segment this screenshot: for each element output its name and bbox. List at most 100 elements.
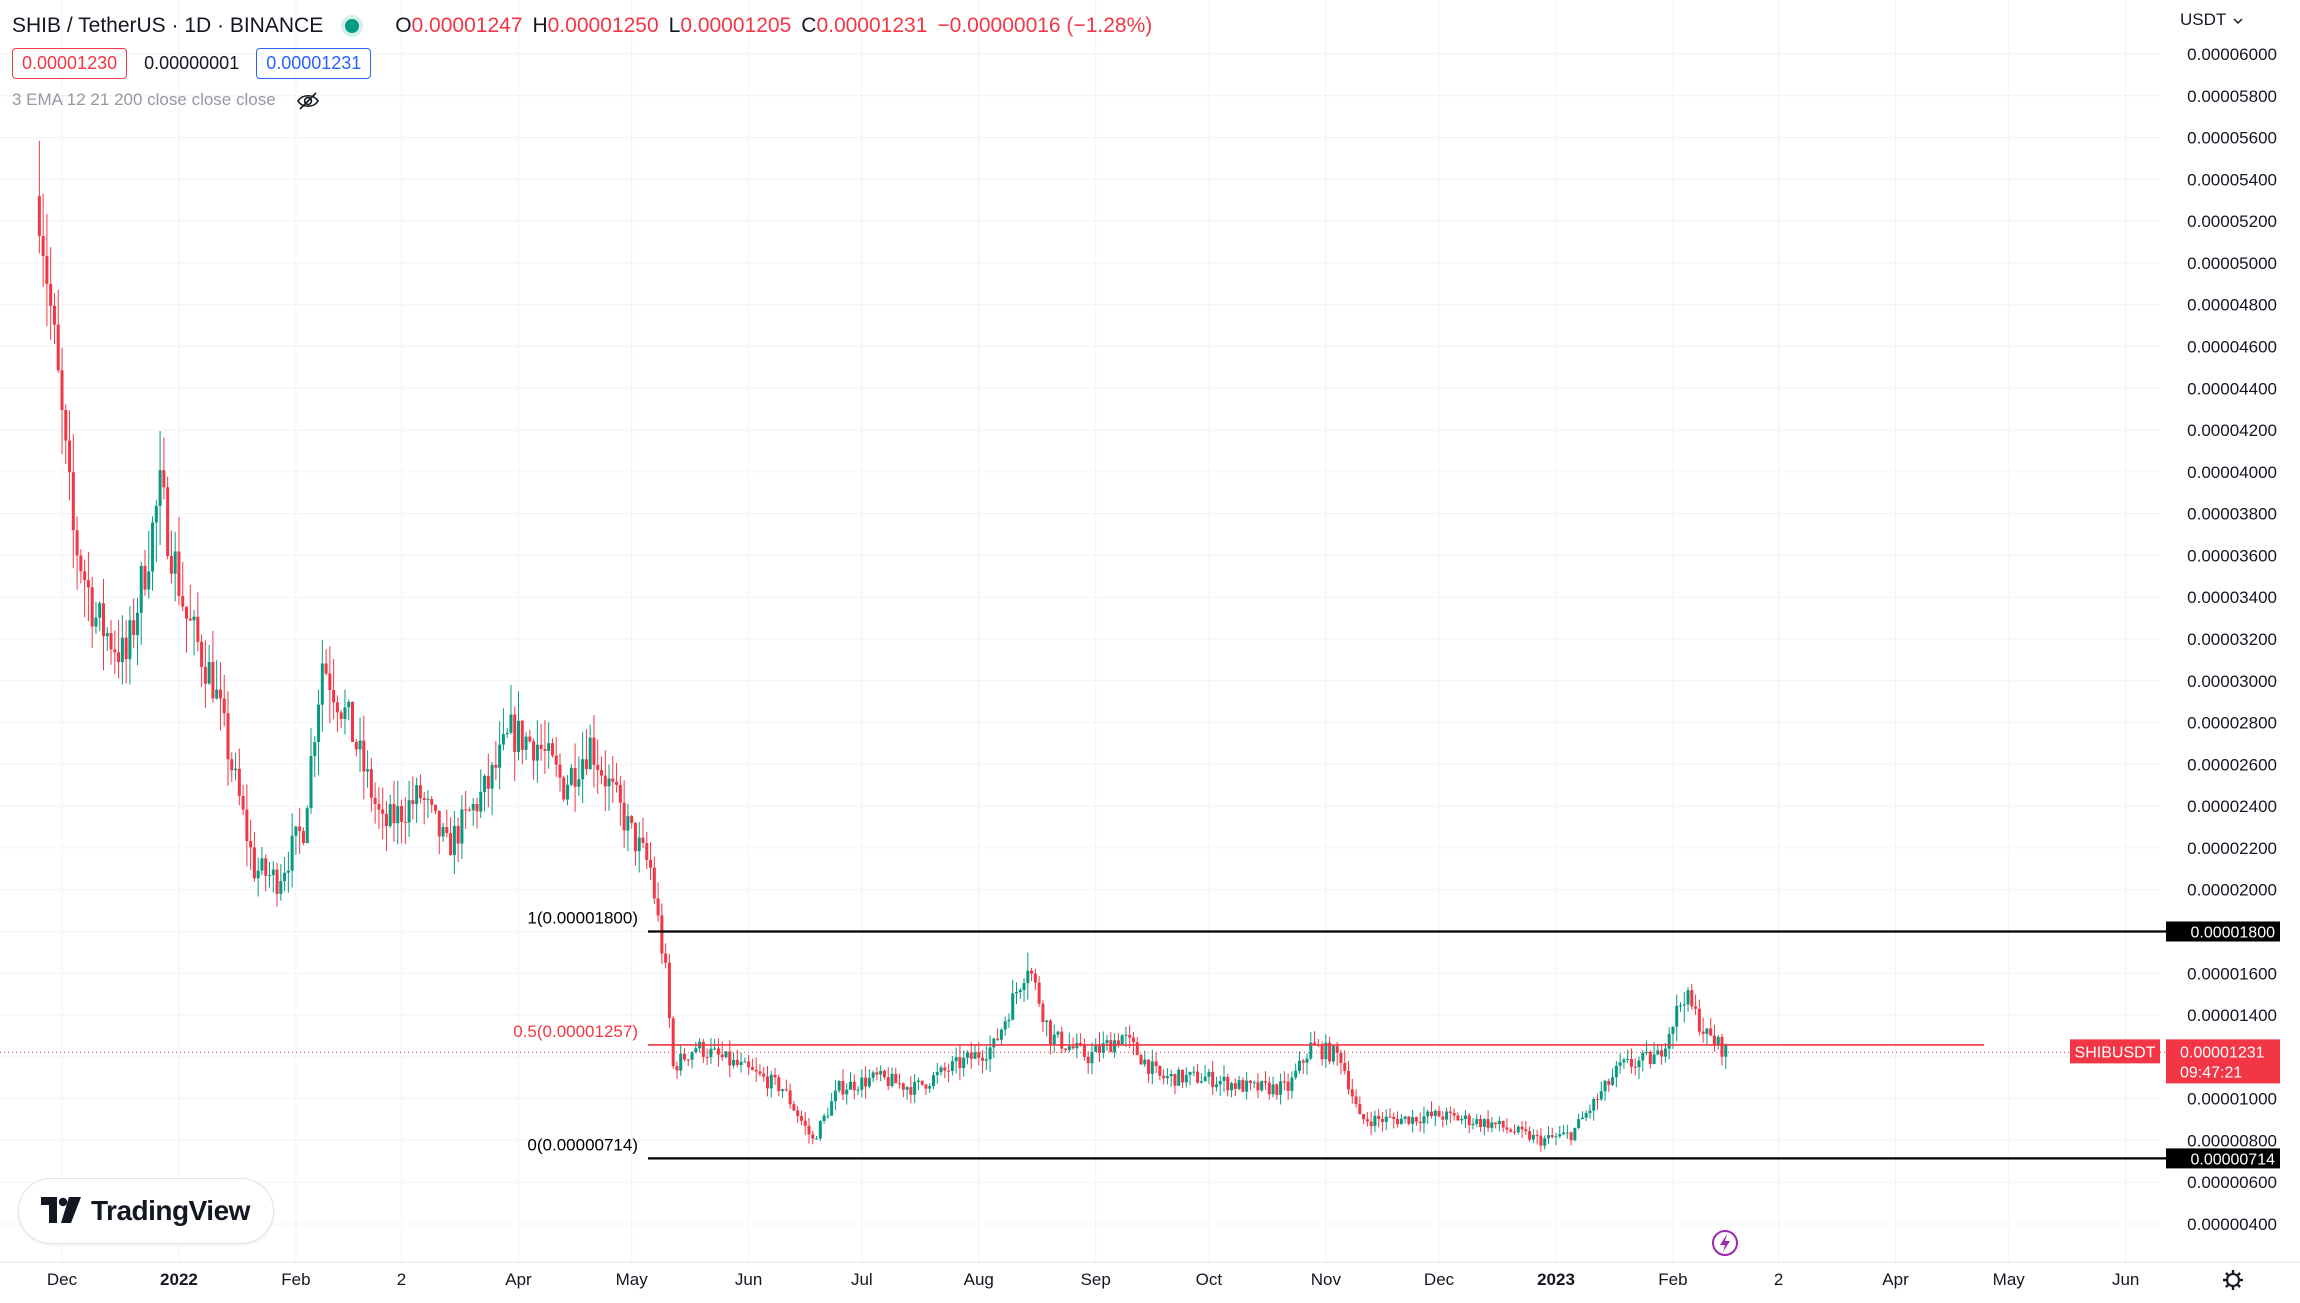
candle xyxy=(1248,1079,1252,1091)
x-tick-label: Feb xyxy=(281,1270,310,1289)
candle xyxy=(1660,1044,1664,1065)
candle xyxy=(1463,1110,1467,1129)
candle xyxy=(622,780,626,848)
x-tick-label: Feb xyxy=(1658,1270,1687,1289)
candle xyxy=(1596,1093,1599,1110)
indicator-legend[interactable]: 3 EMA 12 21 200 close close close xyxy=(12,90,320,111)
candle xyxy=(64,404,68,465)
candle xyxy=(479,769,483,819)
candle xyxy=(864,1066,868,1099)
open-label: O xyxy=(395,14,412,37)
candle xyxy=(301,827,305,846)
candle xyxy=(784,1079,788,1092)
candle xyxy=(750,1058,754,1071)
candle xyxy=(1562,1124,1566,1135)
candle xyxy=(539,723,543,761)
candle xyxy=(569,764,573,787)
candle xyxy=(490,761,494,816)
y-tick-label: 0.00003400 xyxy=(2187,588,2277,607)
candle xyxy=(1241,1077,1245,1093)
candle xyxy=(158,431,162,545)
lightning-icon[interactable] xyxy=(1712,1230,1738,1256)
candle xyxy=(1648,1050,1652,1069)
candle xyxy=(1399,1114,1403,1125)
candle xyxy=(833,1080,837,1111)
candle xyxy=(1082,1038,1086,1061)
sell-price-button[interactable]: 0.00001230 xyxy=(12,48,128,79)
y-tick-label: 0.00001600 xyxy=(2187,964,2277,983)
candle xyxy=(1033,968,1037,991)
candle xyxy=(1131,1032,1135,1055)
candle xyxy=(845,1083,849,1105)
candle xyxy=(1524,1121,1528,1136)
candle xyxy=(181,561,185,612)
candle xyxy=(577,756,581,797)
y-tick-label: 0.00002600 xyxy=(2187,755,2277,774)
candle xyxy=(1686,987,1690,1012)
candle xyxy=(690,1050,694,1069)
candle xyxy=(1641,1050,1645,1072)
candle xyxy=(381,787,385,840)
candle xyxy=(298,808,302,855)
candle xyxy=(494,740,498,781)
candle xyxy=(260,847,264,876)
candle xyxy=(347,699,351,721)
fib-price-tag: 0.00000714 xyxy=(2166,1148,2280,1169)
candle xyxy=(1535,1129,1539,1145)
x-tick-label: Apr xyxy=(1882,1270,1909,1289)
symbol-tag: SHIBUSDT xyxy=(2070,1039,2160,1064)
candle xyxy=(1207,1068,1211,1085)
candle xyxy=(626,803,630,852)
candle xyxy=(328,646,332,724)
candle xyxy=(928,1083,932,1094)
candle xyxy=(958,1044,962,1081)
tradingview-logo[interactable]: TradingView xyxy=(18,1178,274,1244)
candle xyxy=(683,1048,686,1062)
candle xyxy=(781,1088,785,1098)
candle xyxy=(1184,1067,1188,1088)
y-tick-label: 0.00005000 xyxy=(2187,254,2277,273)
candle xyxy=(735,1049,739,1068)
currency-selector[interactable]: USDT xyxy=(2180,10,2243,30)
candle xyxy=(1279,1073,1283,1105)
candle xyxy=(1090,1042,1094,1075)
grid xyxy=(0,0,2160,1262)
y-tick-label: 0.00000800 xyxy=(2187,1131,2277,1150)
candle xyxy=(1143,1050,1147,1068)
buy-price-button[interactable]: 0.00001231 xyxy=(256,48,372,79)
candle xyxy=(200,634,204,687)
candle xyxy=(1565,1124,1569,1139)
gear-icon[interactable] xyxy=(2223,1270,2243,1290)
eye-off-icon[interactable] xyxy=(296,91,320,111)
candle xyxy=(1260,1080,1264,1092)
candle xyxy=(1305,1053,1309,1075)
y-tick-label: 0.00005200 xyxy=(2187,212,2277,231)
candle xyxy=(362,715,366,800)
candle xyxy=(498,721,502,790)
candle xyxy=(83,559,87,618)
candle xyxy=(290,813,294,888)
candle xyxy=(981,1050,985,1074)
tradingview-logo-icon xyxy=(41,1197,81,1223)
candle xyxy=(762,1066,766,1082)
fib-level-label: 1(0.00001800) xyxy=(527,909,638,928)
svg-text:0.00001231: 0.00001231 xyxy=(2180,1044,2265,1061)
candle xyxy=(999,1028,1003,1045)
candle xyxy=(86,551,90,622)
candle xyxy=(1018,987,1022,1000)
candle xyxy=(169,530,173,584)
symbol-title[interactable]: SHIB / TetherUS · 1D · BINANCE xyxy=(12,14,324,37)
x-tick-label: Sep xyxy=(1081,1270,1111,1289)
candle xyxy=(358,717,362,772)
candle xyxy=(1030,967,1034,982)
candle xyxy=(1460,1115,1464,1125)
candle xyxy=(664,943,668,969)
candle xyxy=(890,1067,894,1088)
candle xyxy=(939,1065,943,1076)
candle xyxy=(1516,1124,1520,1135)
candle xyxy=(607,764,611,811)
candle xyxy=(1109,1032,1113,1053)
candle xyxy=(1611,1068,1615,1087)
